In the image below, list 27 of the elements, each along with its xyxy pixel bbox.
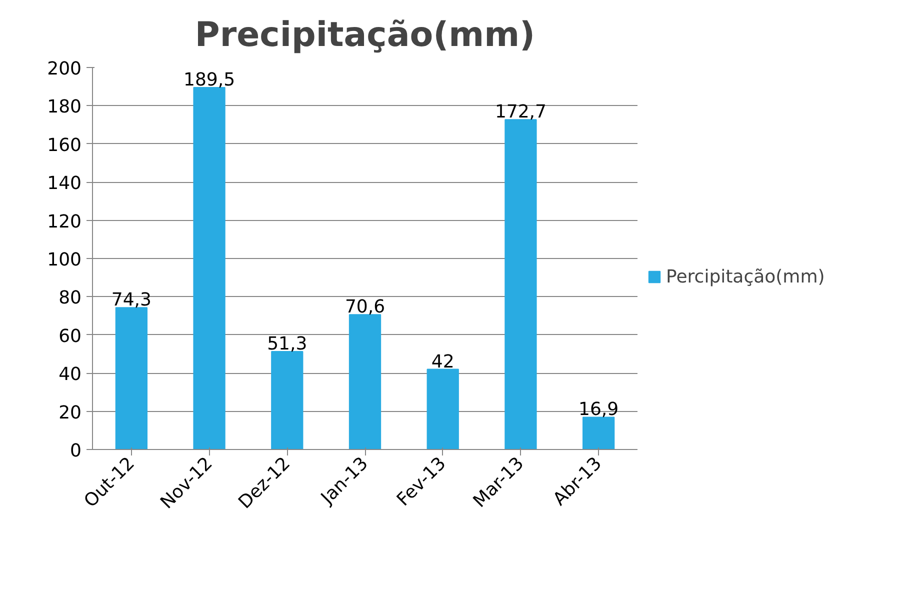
bar	[504, 119, 537, 450]
y-tick-label: 0	[70, 440, 82, 462]
y-tick-label: 120	[47, 211, 82, 232]
y-tick-label: 60	[58, 326, 82, 347]
data-label: 172,7	[494, 102, 546, 123]
y-tick-label: 160	[47, 134, 82, 156]
chart-title: Precipitação(mm)	[194, 15, 536, 55]
y-tick-label: 20	[58, 402, 82, 424]
data-label: 42	[431, 351, 454, 372]
data-label: 189,5	[184, 70, 236, 91]
bar	[271, 351, 304, 450]
y-tick-label: 140	[47, 173, 82, 194]
data-label: 74,3	[111, 290, 152, 311]
legend-label: Percipitação(mm)	[666, 266, 825, 287]
y-tick-label: 80	[58, 288, 82, 309]
y-tick-label: 100	[47, 250, 82, 270]
data-label: 70,6	[344, 296, 386, 318]
data-label: 51,3	[267, 334, 308, 355]
y-tick-label: 180	[47, 96, 82, 118]
bar	[115, 307, 148, 450]
bar	[348, 314, 382, 450]
bar	[582, 416, 615, 450]
y-tick-label: 200	[47, 58, 82, 80]
bar	[426, 368, 459, 450]
bar	[193, 87, 226, 450]
data-label: 16,9	[578, 399, 619, 420]
y-tick-label: 40	[58, 364, 82, 386]
